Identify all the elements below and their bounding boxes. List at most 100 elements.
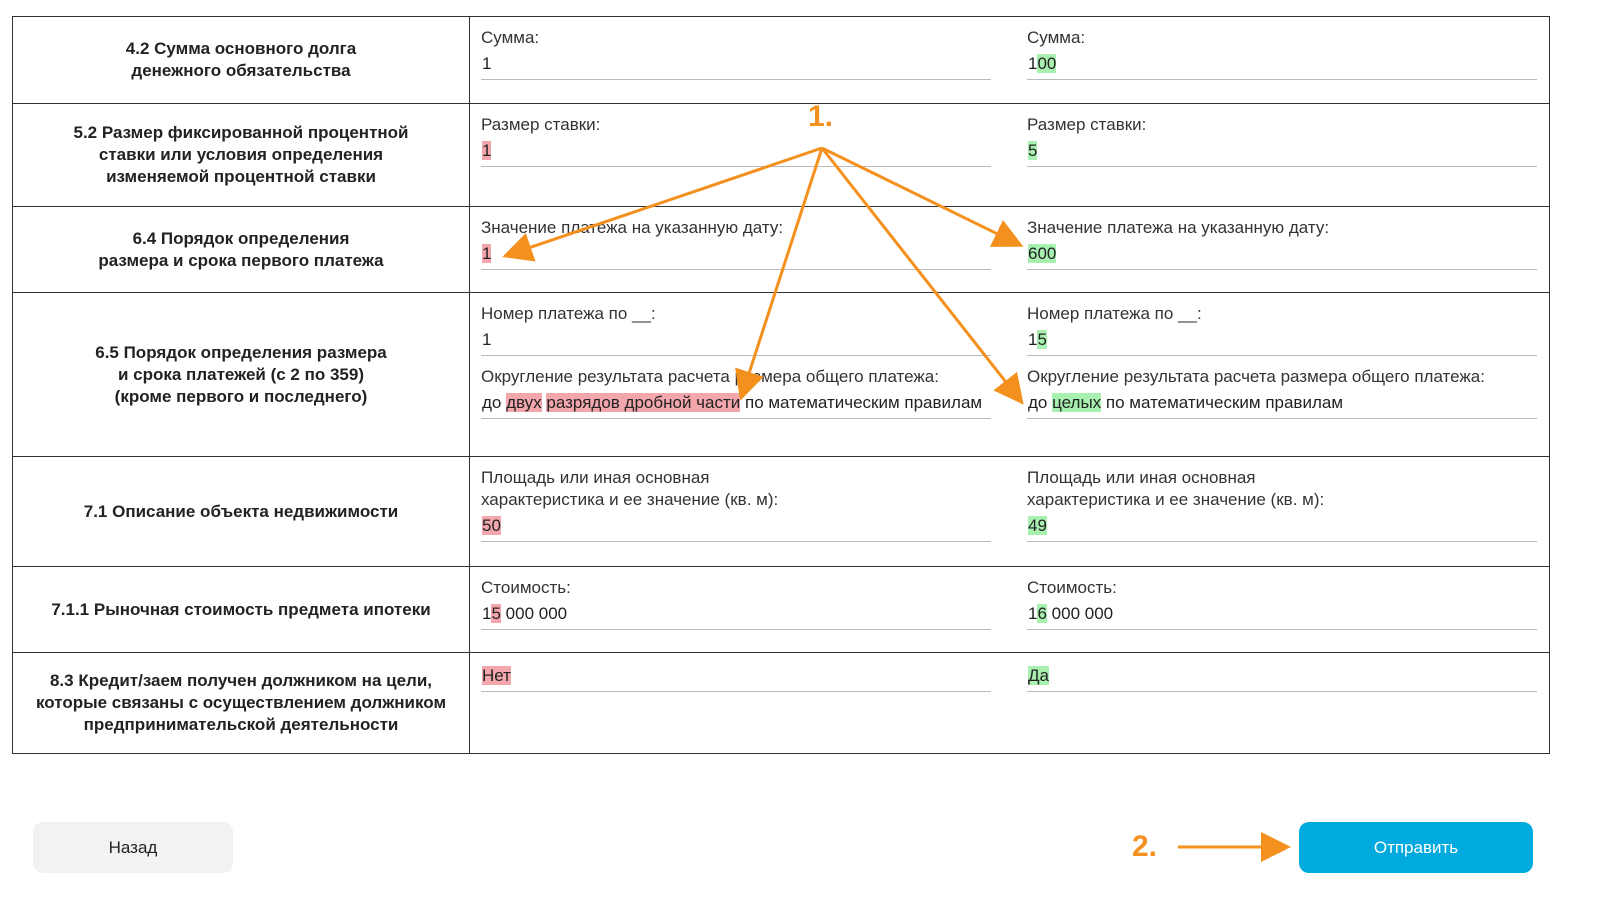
field: Площадь или иная основная характеристика… bbox=[481, 467, 991, 542]
table-row: 4.2 Сумма основного долга денежного обяза… bbox=[13, 17, 1549, 103]
right-column: Площадь или иная основная характеристика… bbox=[1003, 457, 1549, 566]
added-text: 49 bbox=[1028, 516, 1047, 535]
field-label: Номер платежа по __: bbox=[481, 304, 656, 323]
field: Значение платежа на указанную дату: 1 bbox=[481, 217, 991, 270]
added-text: целых bbox=[1052, 393, 1102, 412]
row-label-line: 6.4 Порядок определения bbox=[132, 228, 350, 248]
left-column: Размер ставки: 1 bbox=[470, 104, 1003, 206]
field: Стоимость: 16 000 000 bbox=[1027, 577, 1537, 630]
field-label: Площадь или иная основная характеристика… bbox=[481, 468, 779, 509]
row-label: 7.1 Описание объекта недвижимости bbox=[13, 457, 470, 566]
added-text: 5 bbox=[1028, 141, 1038, 160]
field-value[interactable]: 1 bbox=[481, 325, 991, 356]
removed-text: 5 bbox=[491, 604, 501, 623]
back-button[interactable]: Назад bbox=[33, 822, 233, 873]
field-label: Стоимость: bbox=[1027, 578, 1117, 597]
field: Нет bbox=[481, 661, 991, 692]
right-column: Сумма: 100 bbox=[1003, 17, 1549, 103]
field: Номер платежа по __: 1 bbox=[481, 303, 991, 356]
field-value[interactable]: до двух разрядов дробной части по матема… bbox=[481, 388, 991, 419]
removed-text: двух bbox=[506, 393, 542, 412]
submit-button[interactable]: Отправить bbox=[1299, 822, 1533, 873]
row-label: 7.1.1 Рыночная стоимость предмета ипотек… bbox=[13, 567, 470, 652]
value-text: 1 bbox=[482, 54, 492, 73]
table-row: 8.3 Кредит/заем получен должником на цел… bbox=[13, 652, 1549, 753]
field: Да bbox=[1027, 661, 1537, 692]
row-label-line: денежного обязательства bbox=[131, 61, 351, 80]
right-column: Значение платежа на указанную дату: 600 bbox=[1003, 207, 1549, 292]
row-label-line: которые связаны с осуществлением должник… bbox=[35, 693, 447, 712]
field-label: Сумма: bbox=[1027, 28, 1086, 47]
field-value[interactable]: 16 000 000 bbox=[1027, 599, 1537, 630]
field-label: Площадь или иная основная характеристика… bbox=[1027, 468, 1325, 509]
left-column: Номер платежа по __: 1 Округление результа… bbox=[470, 293, 1003, 456]
value-text: 000 000 bbox=[1046, 604, 1114, 623]
row-label: 4.2 Сумма основного долга денежного обяза… bbox=[13, 17, 470, 103]
right-column: Размер ставки: 5 bbox=[1003, 104, 1549, 206]
field-value[interactable]: 15 bbox=[1027, 325, 1537, 356]
field-label: Размер ставки: bbox=[1027, 115, 1147, 134]
row-label: 8.3 Кредит/заем получен должником на цел… bbox=[13, 653, 470, 753]
removed-text: 1 bbox=[482, 244, 492, 263]
row-label-line: 6.5 Порядок определения размера bbox=[95, 342, 387, 362]
field: Сумма: 100 bbox=[1027, 27, 1537, 80]
added-text: 600 bbox=[1028, 244, 1057, 263]
annotation-step-2: 2. bbox=[1132, 830, 1158, 863]
field-label: Стоимость: bbox=[481, 578, 571, 597]
row-label-line: 7.1 Описание объекта недвижимости bbox=[83, 501, 399, 521]
row-label-line: предпринимательской деятельности bbox=[83, 715, 399, 734]
field-label: Размер ставки: bbox=[481, 115, 601, 134]
added-text: 5 bbox=[1037, 330, 1047, 349]
right-column: Номер платежа по __: 15 Округление результ… bbox=[1003, 293, 1549, 456]
value-text: 1 bbox=[1028, 330, 1038, 349]
row-label: 5.2 Размер фиксированной процентной ставк… bbox=[13, 104, 470, 206]
removed-text: 1 bbox=[482, 141, 492, 160]
table-row: 6.4 Порядок определения размера и срока п… bbox=[13, 206, 1549, 292]
field-value[interactable]: 600 bbox=[1027, 239, 1537, 270]
value-text: 1 bbox=[482, 330, 492, 349]
field-value[interactable]: Да bbox=[1027, 661, 1537, 692]
row-label: 6.5 Порядок определения размера и срока п… bbox=[13, 293, 470, 456]
field-value[interactable]: 49 bbox=[1027, 511, 1537, 542]
table-row: 7.1 Описание объекта недвижимости Площадь… bbox=[13, 456, 1549, 566]
annotation-step-1: 1. bbox=[808, 100, 834, 133]
field-label: Сумма: bbox=[481, 28, 540, 47]
value-text: 1 bbox=[1028, 54, 1038, 73]
field: Стоимость: 15 000 000 bbox=[481, 577, 991, 630]
value-text: по математическим правилам bbox=[740, 393, 983, 412]
field: Размер ставки: 1 bbox=[481, 114, 991, 167]
right-column: Стоимость: 16 000 000 bbox=[1003, 567, 1549, 652]
value-text: 000 000 bbox=[500, 604, 568, 623]
field: Значение платежа на указанную дату: 600 bbox=[1027, 217, 1537, 270]
field-value[interactable]: 1 bbox=[481, 49, 991, 80]
row-label-line: 8.3 Кредит/заем получен должником на цел… bbox=[49, 671, 433, 690]
row-label-line: (кроме первого и последнего) bbox=[114, 386, 368, 406]
field-value[interactable]: 50 bbox=[481, 511, 991, 542]
comparison-table: 4.2 Сумма основного долга денежного обяза… bbox=[12, 16, 1550, 754]
field-label: Значение платежа на указанную дату: bbox=[481, 218, 784, 237]
field-value[interactable]: 1 bbox=[481, 136, 991, 167]
added-text: 6 bbox=[1037, 604, 1047, 623]
field-value[interactable]: 100 bbox=[1027, 49, 1537, 80]
field: Размер ставки: 5 bbox=[1027, 114, 1537, 167]
value-text: до bbox=[1028, 393, 1053, 412]
field: Номер платежа по __: 15 bbox=[1027, 303, 1537, 356]
removed-text: 50 bbox=[482, 516, 501, 535]
field-label: Номер платежа по __: bbox=[1027, 304, 1202, 323]
row-label-line: изменяемой процентной ставки bbox=[106, 167, 376, 186]
value-text: до bbox=[482, 393, 507, 412]
table-row: 6.5 Порядок определения размера и срока п… bbox=[13, 292, 1549, 456]
field-label: Округление результата расчета размера об… bbox=[1027, 367, 1485, 386]
row-label-line: размера и срока первого платежа bbox=[98, 250, 384, 270]
field-value[interactable]: до целых по математическим правилам bbox=[1027, 388, 1537, 419]
field-label: Округление результата расчета размера об… bbox=[481, 367, 939, 386]
field-value[interactable]: 1 bbox=[481, 239, 991, 270]
row-label-line: ставки или условия определения bbox=[98, 145, 384, 164]
field-value[interactable]: 15 000 000 bbox=[481, 599, 991, 630]
row-label-line: и срока платежей (с 2 по 359) bbox=[117, 364, 365, 384]
removed-text: разрядов дробной части bbox=[546, 393, 741, 412]
left-column: Площадь или иная основная характеристика… bbox=[470, 457, 1003, 566]
field-value[interactable]: Нет bbox=[481, 661, 991, 692]
field-value[interactable]: 5 bbox=[1027, 136, 1537, 167]
value-text: 1 bbox=[1028, 604, 1038, 623]
